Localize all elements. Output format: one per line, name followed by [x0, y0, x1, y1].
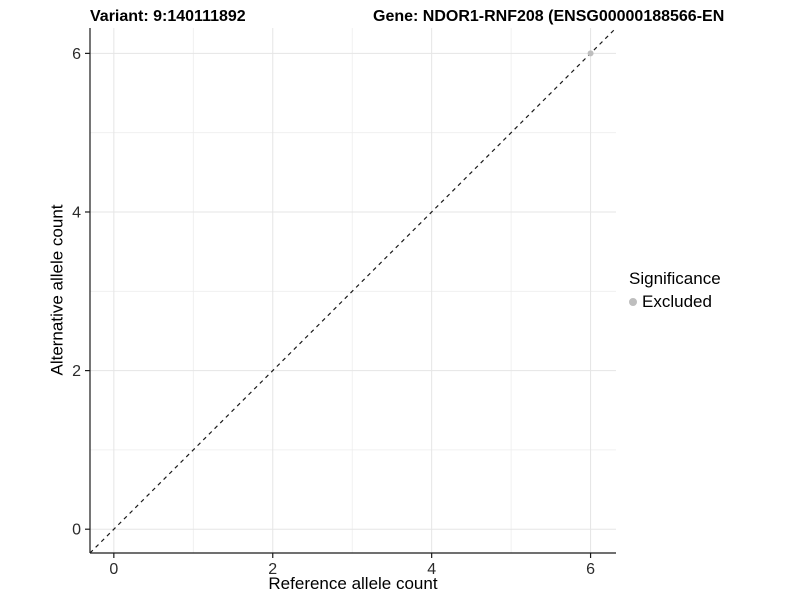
- x-tick-label: 4: [427, 561, 436, 578]
- y-tick-label: 4: [72, 204, 81, 221]
- x-axis-title: Reference allele count: [268, 574, 438, 593]
- data-point: [587, 50, 594, 57]
- variant-title: Variant: 9:140111892: [90, 8, 246, 25]
- x-tick-label: 0: [109, 561, 118, 578]
- legend-item-label: Excluded: [642, 292, 712, 311]
- excluded-point-icon: [629, 297, 637, 306]
- y-tick-label: 0: [72, 522, 81, 539]
- legend-item-excluded: Excluded: [629, 292, 721, 311]
- legend: Significance Excluded: [629, 269, 721, 311]
- y-tick-label: 6: [72, 46, 81, 63]
- x-tick-label: 2: [268, 561, 277, 578]
- y-axis-title: Alternative allele count: [47, 204, 67, 376]
- legend-title: Significance: [629, 269, 721, 288]
- data-points: [587, 50, 594, 57]
- axis-ticks: 0 2 4 6 0 2 4 6: [72, 46, 595, 578]
- x-tick-label: 6: [586, 561, 595, 578]
- major-gridlines: [90, 28, 616, 553]
- y-tick-label: 2: [72, 363, 81, 380]
- identity-line: [89, 27, 617, 554]
- gene-title: Gene: NDOR1-RNF208 (ENSG00000188566-EN: [373, 8, 725, 25]
